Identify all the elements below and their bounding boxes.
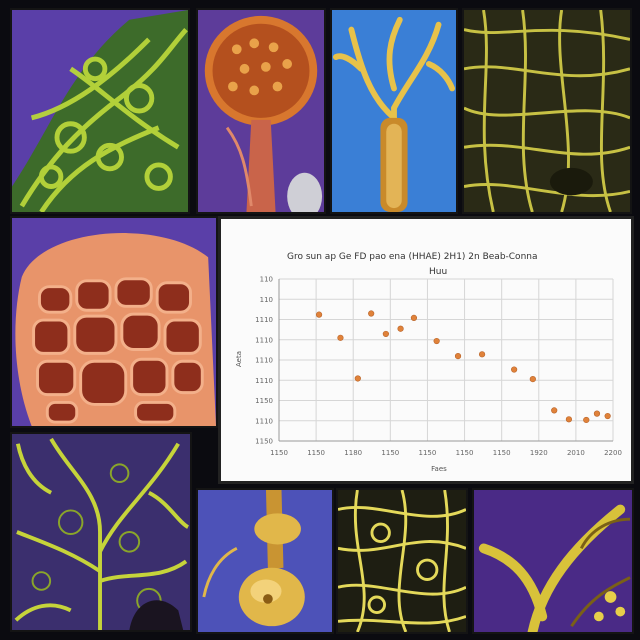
x-tick-label: 1150 <box>307 449 325 457</box>
y-tick-label: 1110 <box>255 357 273 365</box>
data-point <box>337 334 344 341</box>
data-point <box>593 410 601 417</box>
y-tick-label: 1110 <box>255 316 273 324</box>
data-point <box>565 416 573 423</box>
tile-dark-yellow-mesh <box>336 488 468 634</box>
x-tick-label: 1150 <box>270 449 288 457</box>
tile-green-branches <box>10 432 192 632</box>
y-tick-label: 110 <box>260 296 273 304</box>
x-tick-label: 1920 <box>530 449 548 457</box>
x-tick-label: 1150 <box>456 449 474 457</box>
data-point <box>551 407 558 414</box>
data-point <box>604 412 611 420</box>
data-point <box>410 314 418 321</box>
data-point <box>478 351 486 358</box>
chart-subtitle: Huu <box>429 267 447 277</box>
data-point <box>529 376 536 383</box>
x-tick-label: 1180 <box>344 449 362 457</box>
tile-red-cells <box>10 216 218 428</box>
tile-orange-sponge <box>196 8 326 214</box>
y-tick-label: 1110 <box>255 377 273 385</box>
tile-yellow-coral-blue <box>330 8 458 214</box>
data-point <box>382 330 389 338</box>
y-tick-label: 1110 <box>255 336 273 344</box>
x-tick-label: 2200 <box>604 449 622 457</box>
data-points <box>315 310 611 424</box>
x-tick-label: 2010 <box>567 449 585 457</box>
data-point <box>511 366 518 373</box>
data-point <box>315 311 323 318</box>
tile-green-lattice <box>10 8 190 214</box>
data-point <box>397 325 404 332</box>
x-axis-ticks: 1150 1150 1180 1150 1150 1150 1150 1920 2010 2200 <box>270 449 622 457</box>
chart-title: Gro sun ap Ge FD pao ena (HHAE) 2H1) 2n … <box>287 252 538 262</box>
y-tick-label: 1110 <box>255 417 273 425</box>
tile-gold-bulb <box>196 488 334 634</box>
tile-yellow-web <box>462 8 632 214</box>
x-axis-label: Faes <box>431 465 447 473</box>
data-point <box>368 310 375 317</box>
chart-grid <box>278 278 614 442</box>
y-axis-label: Aeta <box>235 351 243 367</box>
y-axis-ticks: 1150 1110 1150 1110 1110 1110 1110 110 110 <box>255 276 273 446</box>
x-tick-label: 1150 <box>381 449 399 457</box>
y-tick-label: 1150 <box>255 438 273 446</box>
data-point <box>433 337 440 345</box>
y-tick-label: 1150 <box>255 397 273 405</box>
scatter-chart-card: Gro sun ap Ge FD pao ena (HHAE) 2H1) 2n … <box>218 216 634 484</box>
x-tick-label: 1150 <box>419 449 437 457</box>
data-point <box>454 353 462 360</box>
x-tick-label: 1150 <box>493 449 511 457</box>
scatter-chart: Gro sun ap Ge FD pao ena (HHAE) 2H1) 2n … <box>235 252 622 473</box>
data-point <box>583 416 590 424</box>
y-tick-label: 110 <box>260 276 273 284</box>
data-point <box>354 375 361 382</box>
tile-purple-roots <box>472 488 634 634</box>
